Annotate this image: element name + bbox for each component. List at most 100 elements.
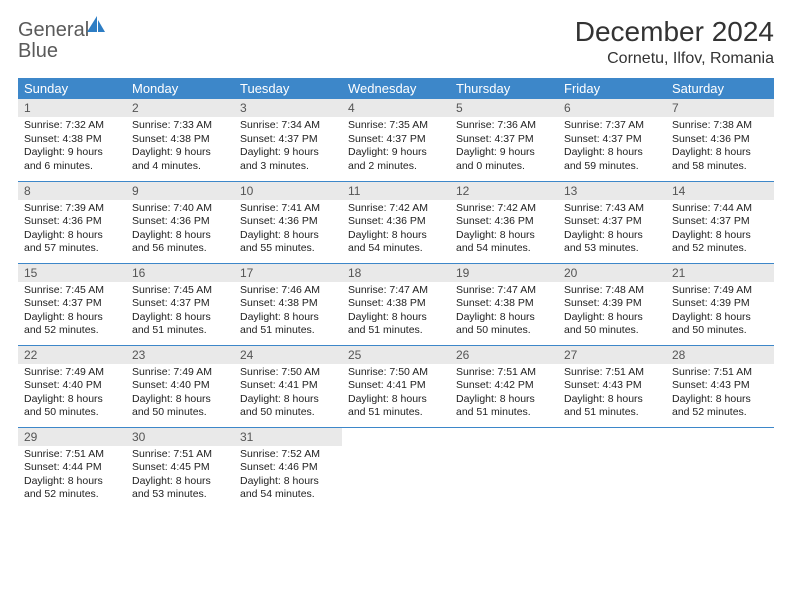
day-number: 3 bbox=[234, 99, 342, 117]
sunrise-text: Sunrise: 7:45 AM bbox=[132, 284, 228, 298]
sunrise-text: Sunrise: 7:51 AM bbox=[24, 448, 120, 462]
day-details: Sunrise: 7:45 AMSunset: 4:37 PMDaylight:… bbox=[18, 282, 126, 343]
calendar-day-cell: 4Sunrise: 7:35 AMSunset: 4:37 PMDaylight… bbox=[342, 99, 450, 181]
logo: General Blue bbox=[18, 16, 105, 62]
day-details: Sunrise: 7:38 AMSunset: 4:36 PMDaylight:… bbox=[666, 117, 774, 178]
calendar-week-row: 1Sunrise: 7:32 AMSunset: 4:38 PMDaylight… bbox=[18, 99, 774, 181]
daylight-text: Daylight: 8 hours and 52 minutes. bbox=[672, 393, 768, 420]
calendar-day-cell: 17Sunrise: 7:46 AMSunset: 4:38 PMDayligh… bbox=[234, 263, 342, 345]
daylight-text: Daylight: 8 hours and 52 minutes. bbox=[672, 229, 768, 256]
daylight-text: Daylight: 8 hours and 51 minutes. bbox=[240, 311, 336, 338]
sunset-text: Sunset: 4:36 PM bbox=[24, 215, 120, 229]
daylight-text: Daylight: 8 hours and 57 minutes. bbox=[24, 229, 120, 256]
calendar-day-cell: 19Sunrise: 7:47 AMSunset: 4:38 PMDayligh… bbox=[450, 263, 558, 345]
day-number: 12 bbox=[450, 182, 558, 200]
sunset-text: Sunset: 4:43 PM bbox=[564, 379, 660, 393]
sunset-text: Sunset: 4:39 PM bbox=[672, 297, 768, 311]
daylight-text: Daylight: 8 hours and 55 minutes. bbox=[240, 229, 336, 256]
day-number: 18 bbox=[342, 264, 450, 282]
weekday-header: Sunday bbox=[18, 78, 126, 99]
sunset-text: Sunset: 4:37 PM bbox=[672, 215, 768, 229]
sunrise-text: Sunrise: 7:49 AM bbox=[24, 366, 120, 380]
sunrise-text: Sunrise: 7:42 AM bbox=[456, 202, 552, 216]
sunset-text: Sunset: 4:37 PM bbox=[24, 297, 120, 311]
day-details: Sunrise: 7:47 AMSunset: 4:38 PMDaylight:… bbox=[450, 282, 558, 343]
day-number: 6 bbox=[558, 99, 666, 117]
calendar-day-cell: 10Sunrise: 7:41 AMSunset: 4:36 PMDayligh… bbox=[234, 181, 342, 263]
day-details: Sunrise: 7:33 AMSunset: 4:38 PMDaylight:… bbox=[126, 117, 234, 178]
daylight-text: Daylight: 9 hours and 3 minutes. bbox=[240, 146, 336, 173]
day-number: 16 bbox=[126, 264, 234, 282]
day-number: 25 bbox=[342, 346, 450, 364]
daylight-text: Daylight: 8 hours and 51 minutes. bbox=[348, 393, 444, 420]
calendar-day-cell: 1Sunrise: 7:32 AMSunset: 4:38 PMDaylight… bbox=[18, 99, 126, 181]
day-number: 17 bbox=[234, 264, 342, 282]
calendar-day-cell: 11Sunrise: 7:42 AMSunset: 4:36 PMDayligh… bbox=[342, 181, 450, 263]
logo-word-1: General bbox=[18, 19, 89, 41]
day-number: 9 bbox=[126, 182, 234, 200]
weekday-header: Monday bbox=[126, 78, 234, 99]
weekday-header-row: SundayMondayTuesdayWednesdayThursdayFrid… bbox=[18, 78, 774, 99]
daylight-text: Daylight: 8 hours and 52 minutes. bbox=[24, 311, 120, 338]
day-details: Sunrise: 7:36 AMSunset: 4:37 PMDaylight:… bbox=[450, 117, 558, 178]
sunrise-text: Sunrise: 7:48 AM bbox=[564, 284, 660, 298]
sunrise-text: Sunrise: 7:51 AM bbox=[564, 366, 660, 380]
sunrise-text: Sunrise: 7:44 AM bbox=[672, 202, 768, 216]
sunrise-text: Sunrise: 7:38 AM bbox=[672, 119, 768, 133]
day-number: 10 bbox=[234, 182, 342, 200]
calendar-day-cell: 8Sunrise: 7:39 AMSunset: 4:36 PMDaylight… bbox=[18, 181, 126, 263]
sunrise-text: Sunrise: 7:50 AM bbox=[240, 366, 336, 380]
day-number: 29 bbox=[18, 428, 126, 446]
calendar-table: SundayMondayTuesdayWednesdayThursdayFrid… bbox=[18, 78, 774, 509]
sunrise-text: Sunrise: 7:43 AM bbox=[564, 202, 660, 216]
weekday-header: Tuesday bbox=[234, 78, 342, 99]
daylight-text: Daylight: 9 hours and 2 minutes. bbox=[348, 146, 444, 173]
sunset-text: Sunset: 4:37 PM bbox=[132, 297, 228, 311]
day-number: 19 bbox=[450, 264, 558, 282]
calendar-day-cell: 13Sunrise: 7:43 AMSunset: 4:37 PMDayligh… bbox=[558, 181, 666, 263]
day-details: Sunrise: 7:51 AMSunset: 4:42 PMDaylight:… bbox=[450, 364, 558, 425]
sunrise-text: Sunrise: 7:47 AM bbox=[456, 284, 552, 298]
day-number: 21 bbox=[666, 264, 774, 282]
day-details: Sunrise: 7:51 AMSunset: 4:43 PMDaylight:… bbox=[666, 364, 774, 425]
day-details: Sunrise: 7:34 AMSunset: 4:37 PMDaylight:… bbox=[234, 117, 342, 178]
calendar-week-row: 29Sunrise: 7:51 AMSunset: 4:44 PMDayligh… bbox=[18, 427, 774, 509]
sunset-text: Sunset: 4:36 PM bbox=[348, 215, 444, 229]
day-details: Sunrise: 7:51 AMSunset: 4:44 PMDaylight:… bbox=[18, 446, 126, 507]
calendar-day-cell: 23Sunrise: 7:49 AMSunset: 4:40 PMDayligh… bbox=[126, 345, 234, 427]
calendar-day-cell: .. bbox=[450, 427, 558, 509]
daylight-text: Daylight: 9 hours and 0 minutes. bbox=[456, 146, 552, 173]
day-number: 14 bbox=[666, 182, 774, 200]
weekday-header: Saturday bbox=[666, 78, 774, 99]
sunset-text: Sunset: 4:38 PM bbox=[456, 297, 552, 311]
sunset-text: Sunset: 4:40 PM bbox=[132, 379, 228, 393]
daylight-text: Daylight: 8 hours and 51 minutes. bbox=[348, 311, 444, 338]
calendar-body: 1Sunrise: 7:32 AMSunset: 4:38 PMDaylight… bbox=[18, 99, 774, 509]
daylight-text: Daylight: 8 hours and 53 minutes. bbox=[564, 229, 660, 256]
calendar-day-cell: .. bbox=[342, 427, 450, 509]
sunset-text: Sunset: 4:37 PM bbox=[564, 133, 660, 147]
daylight-text: Daylight: 8 hours and 50 minutes. bbox=[672, 311, 768, 338]
daylight-text: Daylight: 8 hours and 50 minutes. bbox=[132, 393, 228, 420]
calendar-day-cell: 2Sunrise: 7:33 AMSunset: 4:38 PMDaylight… bbox=[126, 99, 234, 181]
calendar-page: General Blue December 2024 Cornetu, Ilfo… bbox=[0, 0, 792, 517]
calendar-day-cell: 6Sunrise: 7:37 AMSunset: 4:37 PMDaylight… bbox=[558, 99, 666, 181]
day-details: Sunrise: 7:37 AMSunset: 4:37 PMDaylight:… bbox=[558, 117, 666, 178]
day-number: 13 bbox=[558, 182, 666, 200]
sunset-text: Sunset: 4:46 PM bbox=[240, 461, 336, 475]
day-details: Sunrise: 7:46 AMSunset: 4:38 PMDaylight:… bbox=[234, 282, 342, 343]
daylight-text: Daylight: 8 hours and 51 minutes. bbox=[132, 311, 228, 338]
daylight-text: Daylight: 8 hours and 51 minutes. bbox=[564, 393, 660, 420]
sunrise-text: Sunrise: 7:39 AM bbox=[24, 202, 120, 216]
sunset-text: Sunset: 4:36 PM bbox=[456, 215, 552, 229]
sunrise-text: Sunrise: 7:46 AM bbox=[240, 284, 336, 298]
day-details: Sunrise: 7:47 AMSunset: 4:38 PMDaylight:… bbox=[342, 282, 450, 343]
calendar-day-cell: 15Sunrise: 7:45 AMSunset: 4:37 PMDayligh… bbox=[18, 263, 126, 345]
sunset-text: Sunset: 4:37 PM bbox=[348, 133, 444, 147]
calendar-day-cell: 31Sunrise: 7:52 AMSunset: 4:46 PMDayligh… bbox=[234, 427, 342, 509]
sunrise-text: Sunrise: 7:35 AM bbox=[348, 119, 444, 133]
calendar-day-cell: 12Sunrise: 7:42 AMSunset: 4:36 PMDayligh… bbox=[450, 181, 558, 263]
weekday-header: Friday bbox=[558, 78, 666, 99]
calendar-week-row: 15Sunrise: 7:45 AMSunset: 4:37 PMDayligh… bbox=[18, 263, 774, 345]
calendar-day-cell: .. bbox=[558, 427, 666, 509]
